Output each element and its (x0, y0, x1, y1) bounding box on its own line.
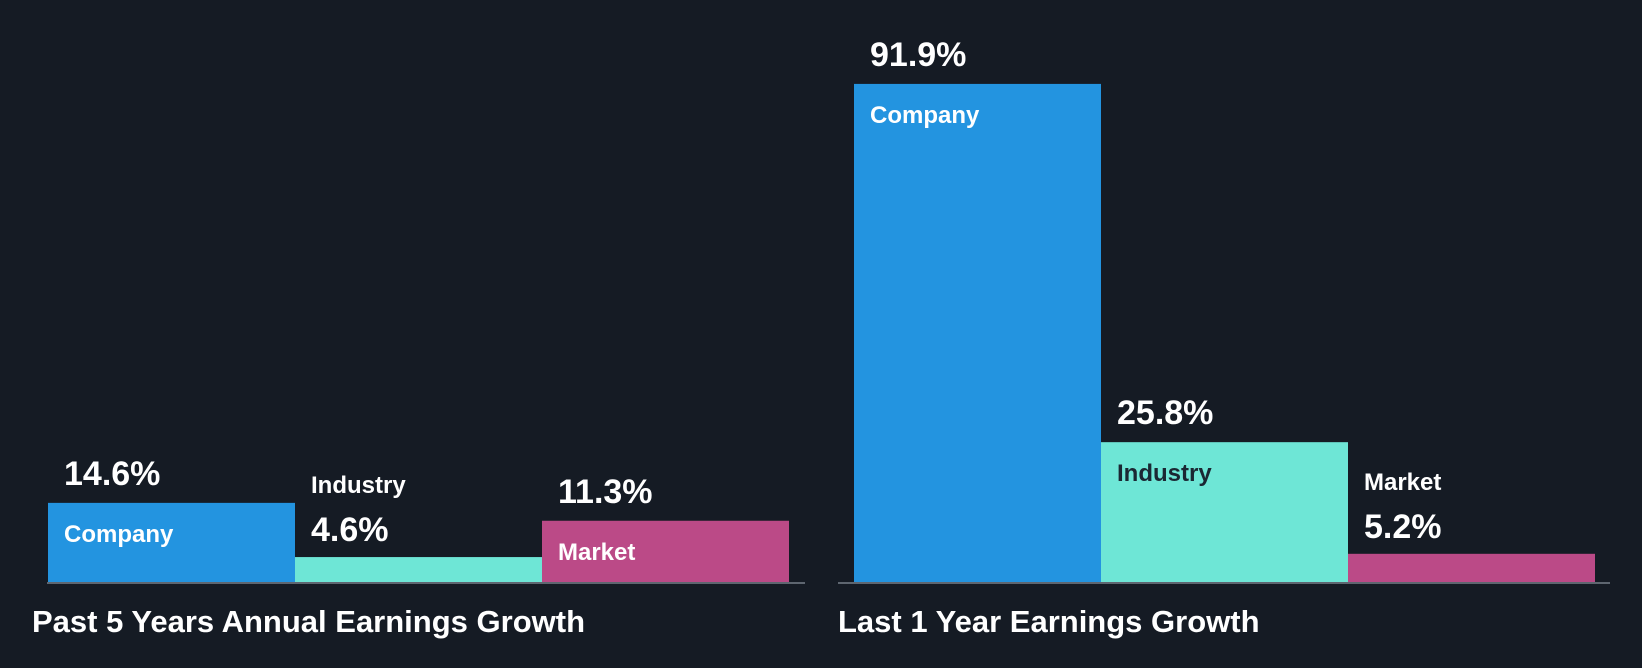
category-label-last-1-year-market: Market (1364, 469, 1441, 496)
chart-title-past-5-years: Past 5 Years Annual Earnings Growth (32, 604, 586, 639)
value-label-last-1-year-company: 91.9% (870, 36, 966, 74)
bar-last-1-year-industry (1101, 442, 1348, 582)
bar-past-5-years-market (542, 520, 789, 582)
value-label-past-5-years-market: 11.3% (558, 473, 653, 511)
value-label-last-1-year-industry: 25.8% (1117, 394, 1213, 432)
category-label-past-5-years-industry: Industry (311, 472, 406, 499)
bar-last-1-year-market (1348, 553, 1595, 582)
category-label-last-1-year-industry: Industry (1117, 460, 1212, 487)
value-label-past-5-years-company: 14.6% (64, 455, 160, 493)
category-label-past-5-years-market: Market (558, 539, 635, 566)
category-label-last-1-year-company: Company (870, 102, 980, 129)
chart-title-last-1-year: Last 1 Year Earnings Growth (838, 604, 1260, 639)
bar-past-5-years-company (48, 502, 295, 582)
value-label-last-1-year-market: 5.2% (1364, 508, 1442, 546)
bar-past-5-years-industry (295, 557, 542, 582)
value-label-past-5-years-industry: 4.6% (311, 511, 389, 549)
category-label-past-5-years-company: Company (64, 521, 174, 548)
bar-last-1-year-company (854, 83, 1101, 582)
